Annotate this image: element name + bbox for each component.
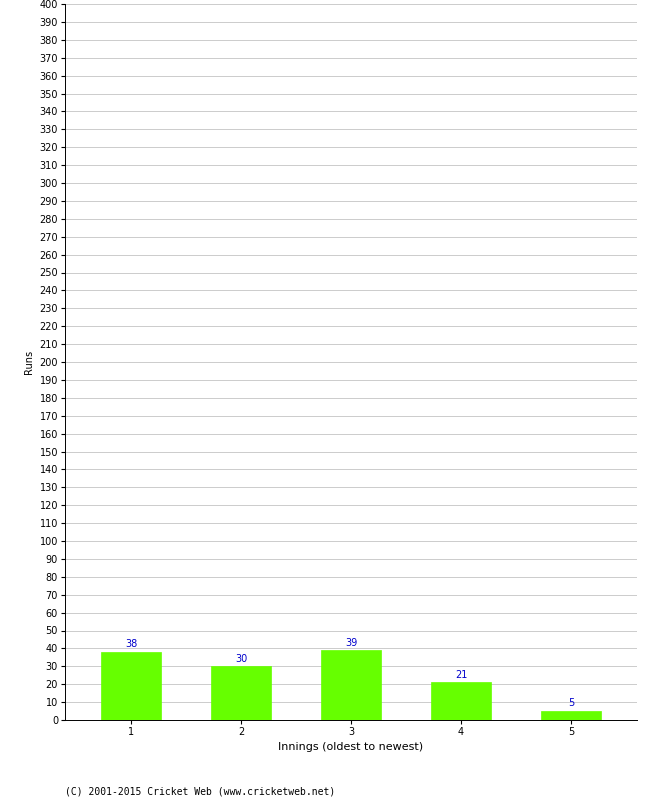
Text: (C) 2001-2015 Cricket Web (www.cricketweb.net): (C) 2001-2015 Cricket Web (www.cricketwe… <box>65 786 335 796</box>
Bar <box>431 682 491 720</box>
Y-axis label: Runs: Runs <box>24 350 34 374</box>
X-axis label: Innings (oldest to newest): Innings (oldest to newest) <box>278 742 424 753</box>
Bar <box>320 650 382 720</box>
Bar <box>101 652 161 720</box>
Text: 38: 38 <box>125 639 137 650</box>
Text: 5: 5 <box>568 698 574 708</box>
Text: 30: 30 <box>235 654 247 664</box>
Bar <box>211 666 271 720</box>
Bar <box>541 711 601 720</box>
Text: 21: 21 <box>455 670 467 680</box>
Text: 39: 39 <box>345 638 357 647</box>
